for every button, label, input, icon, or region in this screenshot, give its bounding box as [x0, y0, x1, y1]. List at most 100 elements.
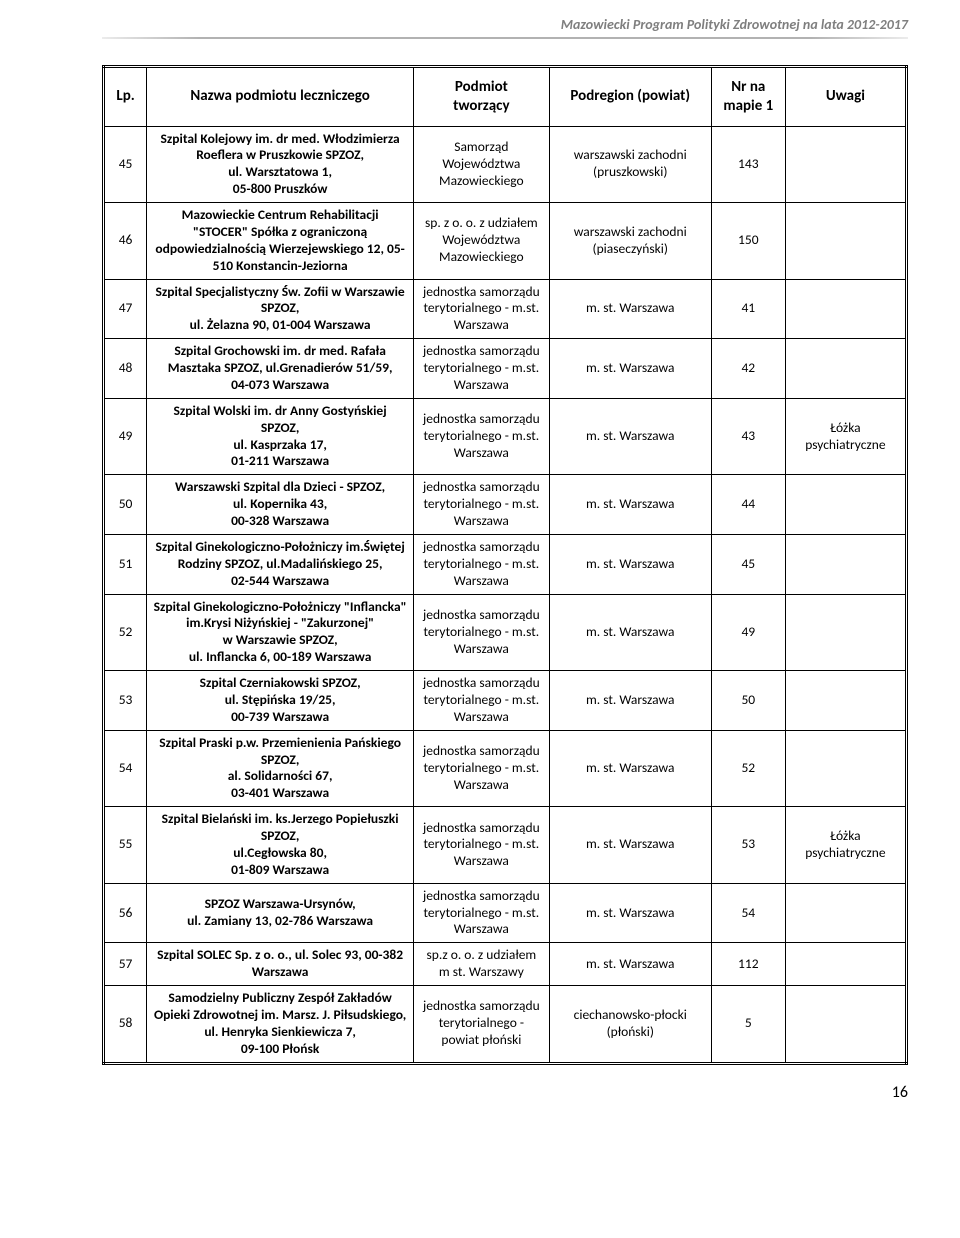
- cell-uwagi: [785, 203, 906, 280]
- cell-nr: 45: [711, 534, 785, 594]
- cell-uwagi: [785, 534, 906, 594]
- table-row: 58Samodzielny Publiczny Zespół Zakładów …: [104, 986, 907, 1064]
- cell-podregion: m. st. Warszawa: [549, 279, 711, 339]
- cell-podregion: m. st. Warszawa: [549, 339, 711, 399]
- cell-nr: 43: [711, 398, 785, 475]
- table-row: 51Szpital Ginekologiczno-Położniczy im.Ś…: [104, 534, 907, 594]
- page-number: 16: [0, 1065, 960, 1102]
- col-nazwa: Nazwa podmiotu leczniczego: [147, 67, 414, 127]
- cell-nazwa: Warszawski Szpital dla Dzieci - SPZOZ,ul…: [147, 475, 414, 535]
- col-nr: Nr na mapie 1: [711, 67, 785, 127]
- cell-nazwa: Szpital Bielański im. ks.Jerzego Popiełu…: [147, 807, 414, 884]
- cell-podmiot: jednostka samorządu terytorialnego - m.s…: [414, 594, 550, 671]
- cell-lp: 48: [104, 339, 147, 399]
- cell-lp: 52: [104, 594, 147, 671]
- cell-lp: 57: [104, 943, 147, 986]
- cell-nazwa: SPZOZ Warszawa-Ursynów,ul. Zamiany 13, 0…: [147, 883, 414, 943]
- table-row: 45Szpital Kolejowy im. dr med. Włodzimie…: [104, 126, 907, 203]
- cell-uwagi: [785, 475, 906, 535]
- cell-nr: 44: [711, 475, 785, 535]
- cell-uwagi: Łóżka psychiatryczne: [785, 398, 906, 475]
- cell-lp: 45: [104, 126, 147, 203]
- cell-lp: 51: [104, 534, 147, 594]
- cell-podmiot: jednostka samorządu terytorialnego - m.s…: [414, 671, 550, 731]
- cell-nazwa: Szpital Grochowski im. dr med. Rafała Ma…: [147, 339, 414, 399]
- cell-uwagi: [785, 279, 906, 339]
- cell-nr: 53: [711, 807, 785, 884]
- cell-nazwa: Szpital Specjalistyczny Św. Zofii w Wars…: [147, 279, 414, 339]
- cell-nr: 50: [711, 671, 785, 731]
- col-uwagi: Uwagi: [785, 67, 906, 127]
- cell-uwagi: Łóżka psychiatryczne: [785, 807, 906, 884]
- cell-uwagi: [785, 671, 906, 731]
- table-row: 56SPZOZ Warszawa-Ursynów,ul. Zamiany 13,…: [104, 883, 907, 943]
- cell-nr: 150: [711, 203, 785, 280]
- cell-podregion: m. st. Warszawa: [549, 943, 711, 986]
- cell-nazwa: Szpital Praski p.w. Przemienienia Pański…: [147, 730, 414, 807]
- table-row: 52Szpital Ginekologiczno-Położniczy "Inf…: [104, 594, 907, 671]
- cell-lp: 53: [104, 671, 147, 731]
- cell-nazwa: Szpital Wolski im. dr Anny Gostyńskiej S…: [147, 398, 414, 475]
- cell-podregion: m. st. Warszawa: [549, 807, 711, 884]
- cell-nr: 112: [711, 943, 785, 986]
- cell-lp: 55: [104, 807, 147, 884]
- cell-nazwa: Szpital Ginekologiczno-Położniczy im.Świ…: [147, 534, 414, 594]
- cell-nazwa: Szpital Czerniakowski SPZOZ,ul. Stępińsk…: [147, 671, 414, 731]
- cell-podmiot: jednostka samorządu terytorialnego - m.s…: [414, 398, 550, 475]
- table-row: 57Szpital SOLEC Sp. z o. o., ul. Solec 9…: [104, 943, 907, 986]
- cell-uwagi: [785, 594, 906, 671]
- table-row: 48Szpital Grochowski im. dr med. Rafała …: [104, 339, 907, 399]
- cell-podmiot: sp. z o. o. z udziałem Województwa Mazow…: [414, 203, 550, 280]
- cell-podregion: m. st. Warszawa: [549, 883, 711, 943]
- cell-uwagi: [785, 986, 906, 1064]
- cell-uwagi: [785, 943, 906, 986]
- cell-podregion: m. st. Warszawa: [549, 671, 711, 731]
- cell-uwagi: [785, 126, 906, 203]
- cell-nr: 41: [711, 279, 785, 339]
- cell-podmiot: jednostka samorządu terytorialnego - m.s…: [414, 534, 550, 594]
- cell-nr: 143: [711, 126, 785, 203]
- cell-nr: 5: [711, 986, 785, 1064]
- cell-podregion: ciechanowsko-płocki (płoński): [549, 986, 711, 1064]
- cell-podregion: warszawski zachodni (piaseczyński): [549, 203, 711, 280]
- cell-lp: 58: [104, 986, 147, 1064]
- cell-nazwa: Szpital SOLEC Sp. z o. o., ul. Solec 93,…: [147, 943, 414, 986]
- table-row: 54Szpital Praski p.w. Przemienienia Pańs…: [104, 730, 907, 807]
- data-table: Lp. Nazwa podmiotu leczniczego Podmiot t…: [102, 65, 908, 1065]
- cell-uwagi: [785, 339, 906, 399]
- table-row: 46Mazowieckie Centrum Rehabilitacji "STO…: [104, 203, 907, 280]
- cell-lp: 49: [104, 398, 147, 475]
- cell-podmiot: jednostka samorządu terytorialnego - m.s…: [414, 807, 550, 884]
- cell-nazwa: Szpital Kolejowy im. dr med. Włodzimierz…: [147, 126, 414, 203]
- col-podregion: Podregion (powiat): [549, 67, 711, 127]
- cell-nr: 52: [711, 730, 785, 807]
- cell-podregion: m. st. Warszawa: [549, 730, 711, 807]
- table-header-row: Lp. Nazwa podmiotu leczniczego Podmiot t…: [104, 67, 907, 127]
- cell-lp: 46: [104, 203, 147, 280]
- cell-podmiot: jednostka samorządu terytorialnego - m.s…: [414, 475, 550, 535]
- table-row: 47Szpital Specjalistyczny Św. Zofii w Wa…: [104, 279, 907, 339]
- header-divider: [102, 37, 908, 39]
- col-podmiot: Podmiot tworzący: [414, 67, 550, 127]
- cell-nazwa: Szpital Ginekologiczno-Położniczy "Infla…: [147, 594, 414, 671]
- col-lp: Lp.: [104, 67, 147, 127]
- cell-podmiot: jednostka samorządu terytorialnego - m.s…: [414, 279, 550, 339]
- cell-podmiot: jednostka samorządu terytorialnego - m.s…: [414, 883, 550, 943]
- cell-podmiot: sp.z o. o. z udziałem m st. Warszawy: [414, 943, 550, 986]
- cell-podregion: m. st. Warszawa: [549, 534, 711, 594]
- cell-nr: 42: [711, 339, 785, 399]
- cell-podregion: warszawski zachodni (pruszkowski): [549, 126, 711, 203]
- cell-lp: 54: [104, 730, 147, 807]
- table-row: 55Szpital Bielański im. ks.Jerzego Popie…: [104, 807, 907, 884]
- cell-lp: 50: [104, 475, 147, 535]
- cell-lp: 56: [104, 883, 147, 943]
- cell-uwagi: [785, 730, 906, 807]
- cell-podmiot: jednostka samorządu terytorialnego - pow…: [414, 986, 550, 1064]
- cell-podmiot: Samorząd Województwa Mazowieckiego: [414, 126, 550, 203]
- cell-uwagi: [785, 883, 906, 943]
- cell-podmiot: jednostka samorządu terytorialnego - m.s…: [414, 730, 550, 807]
- cell-podregion: m. st. Warszawa: [549, 594, 711, 671]
- page-header: Mazowiecki Program Polityki Zdrowotnej n…: [0, 0, 960, 37]
- cell-podmiot: jednostka samorządu terytorialnego - m.s…: [414, 339, 550, 399]
- cell-nr: 49: [711, 594, 785, 671]
